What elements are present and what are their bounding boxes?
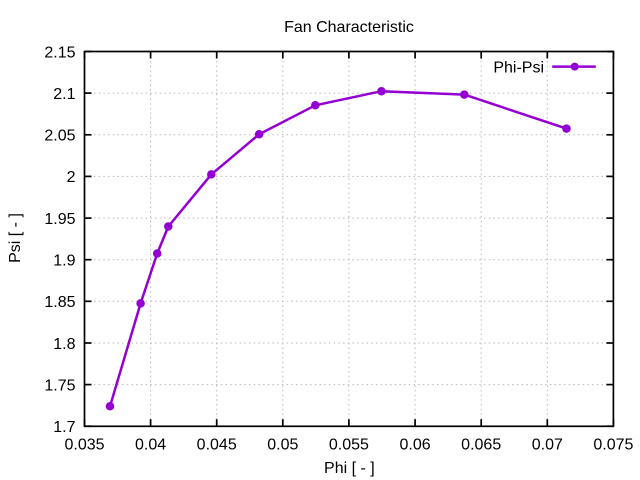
svg-text:Fan Characteristic: Fan Characteristic (284, 19, 414, 36)
svg-text:1.9: 1.9 (53, 253, 75, 270)
svg-text:1.75: 1.75 (44, 377, 75, 394)
svg-text:1.7: 1.7 (53, 419, 75, 436)
svg-text:1.8: 1.8 (53, 336, 75, 353)
svg-text:0.06: 0.06 (400, 436, 431, 453)
svg-text:Phi [ - ]: Phi [ - ] (324, 460, 375, 477)
svg-text:2: 2 (67, 169, 76, 186)
svg-text:1.95: 1.95 (44, 211, 75, 228)
svg-text:2.05: 2.05 (44, 128, 75, 145)
svg-text:Phi-Psi: Phi-Psi (493, 60, 544, 77)
svg-text:0.055: 0.055 (329, 436, 369, 453)
svg-text:2.15: 2.15 (44, 44, 75, 61)
svg-text:0.05: 0.05 (267, 436, 298, 453)
svg-text:0.045: 0.045 (197, 436, 237, 453)
svg-text:0.065: 0.065 (461, 436, 501, 453)
svg-text:0.04: 0.04 (135, 436, 166, 453)
svg-text:1.85: 1.85 (44, 294, 75, 311)
svg-text:0.075: 0.075 (593, 436, 633, 453)
svg-text:0.07: 0.07 (532, 436, 563, 453)
svg-text:Psi [ - ]: Psi [ - ] (7, 213, 24, 263)
svg-text:0.035: 0.035 (64, 436, 104, 453)
svg-text:2.1: 2.1 (53, 86, 75, 103)
